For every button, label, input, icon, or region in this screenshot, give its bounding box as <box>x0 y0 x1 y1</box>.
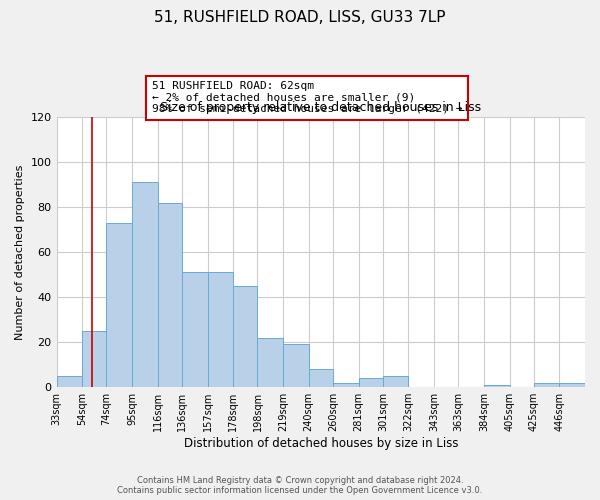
Bar <box>56 376 82 387</box>
X-axis label: Distribution of detached houses by size in Liss: Distribution of detached houses by size … <box>184 437 458 450</box>
Y-axis label: Number of detached properties: Number of detached properties <box>15 164 25 340</box>
Bar <box>182 272 208 387</box>
Bar <box>283 344 308 387</box>
Bar <box>383 376 409 387</box>
Bar <box>233 286 257 387</box>
Text: 51, RUSHFIELD ROAD, LISS, GU33 7LP: 51, RUSHFIELD ROAD, LISS, GU33 7LP <box>154 10 446 25</box>
Bar <box>208 272 233 387</box>
Bar <box>359 378 383 387</box>
Bar <box>106 223 132 387</box>
Bar <box>257 338 283 387</box>
Bar <box>132 182 158 387</box>
Bar <box>484 385 509 387</box>
Text: 51 RUSHFIELD ROAD: 62sqm
← 2% of detached houses are smaller (9)
98% of semi-det: 51 RUSHFIELD ROAD: 62sqm ← 2% of detache… <box>152 81 462 114</box>
Bar <box>534 382 559 387</box>
Text: Contains HM Land Registry data © Crown copyright and database right 2024.
Contai: Contains HM Land Registry data © Crown c… <box>118 476 482 495</box>
Bar <box>333 382 359 387</box>
Bar <box>82 331 106 387</box>
Bar <box>308 369 333 387</box>
Title: Size of property relative to detached houses in Liss: Size of property relative to detached ho… <box>160 102 481 114</box>
Bar <box>559 382 585 387</box>
Bar <box>158 202 182 387</box>
